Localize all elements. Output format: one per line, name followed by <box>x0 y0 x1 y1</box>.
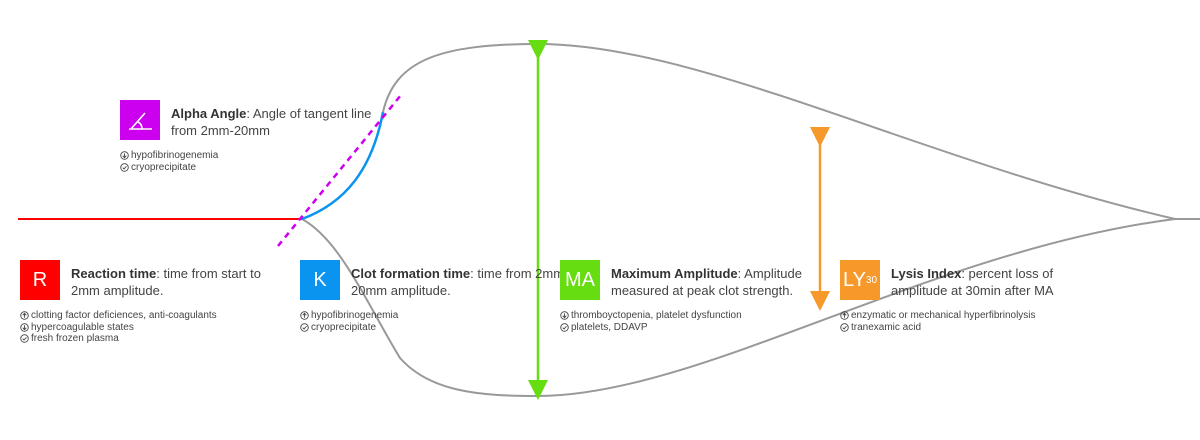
note-item: cryoprecipitate <box>300 322 398 334</box>
check-circle-icon <box>300 323 309 332</box>
note-item: platelets, DDAVP <box>560 322 742 334</box>
note-text: tranexamic acid <box>851 321 922 333</box>
upper-trace <box>382 42 1200 220</box>
note-text: enzymatic or mechanical hyperfibrinolysi… <box>851 310 1036 321</box>
param-title: Lysis Index <box>891 266 962 281</box>
note-text: cryoprecipitate <box>311 321 377 333</box>
param-text: : Amplitude measured at peak clot streng… <box>611 266 802 298</box>
param-description: Alpha Angle: Angle of tangent line from … <box>171 105 391 139</box>
note-item: clotting factor deficiences, anti-coagul… <box>20 310 217 322</box>
max-amplitude-badge: MA <box>560 260 600 300</box>
param-notes: clotting factor deficiences, anti-coagul… <box>20 310 217 345</box>
note-text: fresh frozen plasma <box>31 333 119 344</box>
note-item: cryoprecipitate <box>120 162 218 174</box>
clot-formation-segment <box>301 111 385 221</box>
arrow-up-circle-icon <box>300 311 309 320</box>
param-notes: hypofibrinogenemia cryoprecipitate <box>300 310 398 333</box>
reaction-badge: R <box>20 260 60 300</box>
check-circle-icon <box>20 334 29 343</box>
note-item: hypercoagulable states <box>20 322 217 334</box>
arrow-up-circle-icon <box>20 311 29 320</box>
badge-label: MA <box>565 268 595 291</box>
badge-label: LY <box>842 268 866 291</box>
param-description: Maximum Amplitude: Amplitude measured at… <box>611 265 831 299</box>
arrow-down-circle-icon <box>20 323 29 332</box>
param-text: : percent loss of amplitude at 30min aft… <box>891 266 1054 298</box>
note-item: tranexamic acid <box>840 322 1036 334</box>
note-text: platelets, DDAVP <box>571 321 648 333</box>
param-text: : time from 2mm-20mm amplitude. <box>351 266 569 298</box>
param-title: Clot formation time <box>351 266 471 281</box>
param-notes: hypofibrinogenemia cryoprecipitate <box>120 150 218 173</box>
note-item: hypofibrinogenemia <box>300 310 398 322</box>
param-title: Alpha Angle <box>171 106 247 121</box>
alpha-badge <box>120 100 160 140</box>
arrow-down-circle-icon <box>120 151 129 160</box>
param-description: Clot formation time: time from 2mm-20mm … <box>351 265 571 299</box>
param-notes: thromboyctopenia, platelet dysfunction pl… <box>560 310 742 333</box>
param-text: : time from start to 2mm amplitude. <box>71 266 261 298</box>
check-circle-icon <box>120 163 129 172</box>
note-item: hypofibrinogenemia <box>120 150 218 162</box>
badge-label: R <box>32 268 48 291</box>
note-text: hypercoagulable states <box>31 321 134 333</box>
param-notes: enzymatic or mechanical hyperfibrinolysi… <box>840 310 1036 333</box>
badge-label: K <box>313 268 327 291</box>
param-description: Lysis Index: percent loss of amplitude a… <box>891 265 1111 299</box>
angle-icon <box>129 112 152 130</box>
note-item: thromboyctopenia, platelet dysfunction <box>560 310 742 322</box>
lower-trace <box>301 218 1176 398</box>
badge-subscript: 30 <box>865 274 878 286</box>
check-circle-icon <box>840 323 849 332</box>
param-description: Reaction time: time from start to 2mm am… <box>71 265 291 299</box>
note-text: hypofibrinogenemia <box>131 150 219 161</box>
param-text: : Angle of tangent line from 2mm-20mm <box>171 106 372 138</box>
arrow-up-circle-icon <box>840 311 849 320</box>
check-circle-icon <box>560 323 569 332</box>
param-title: Maximum Amplitude <box>611 266 738 281</box>
note-item: fresh frozen plasma <box>20 333 217 345</box>
arrow-down-circle-icon <box>560 311 569 320</box>
lysis-badge: LY 30 <box>840 260 880 300</box>
note-text: cryoprecipitate <box>131 161 197 173</box>
note-text: hypofibrinogenemia <box>311 310 399 321</box>
note-text: thromboyctopenia, platelet dysfunction <box>571 310 742 321</box>
note-item: enzymatic or mechanical hyperfibrinolysi… <box>840 310 1036 322</box>
clot-formation-badge: K <box>300 260 340 300</box>
note-text: clotting factor deficiences, anti-coagul… <box>31 310 217 321</box>
param-title: Reaction time <box>71 266 157 281</box>
